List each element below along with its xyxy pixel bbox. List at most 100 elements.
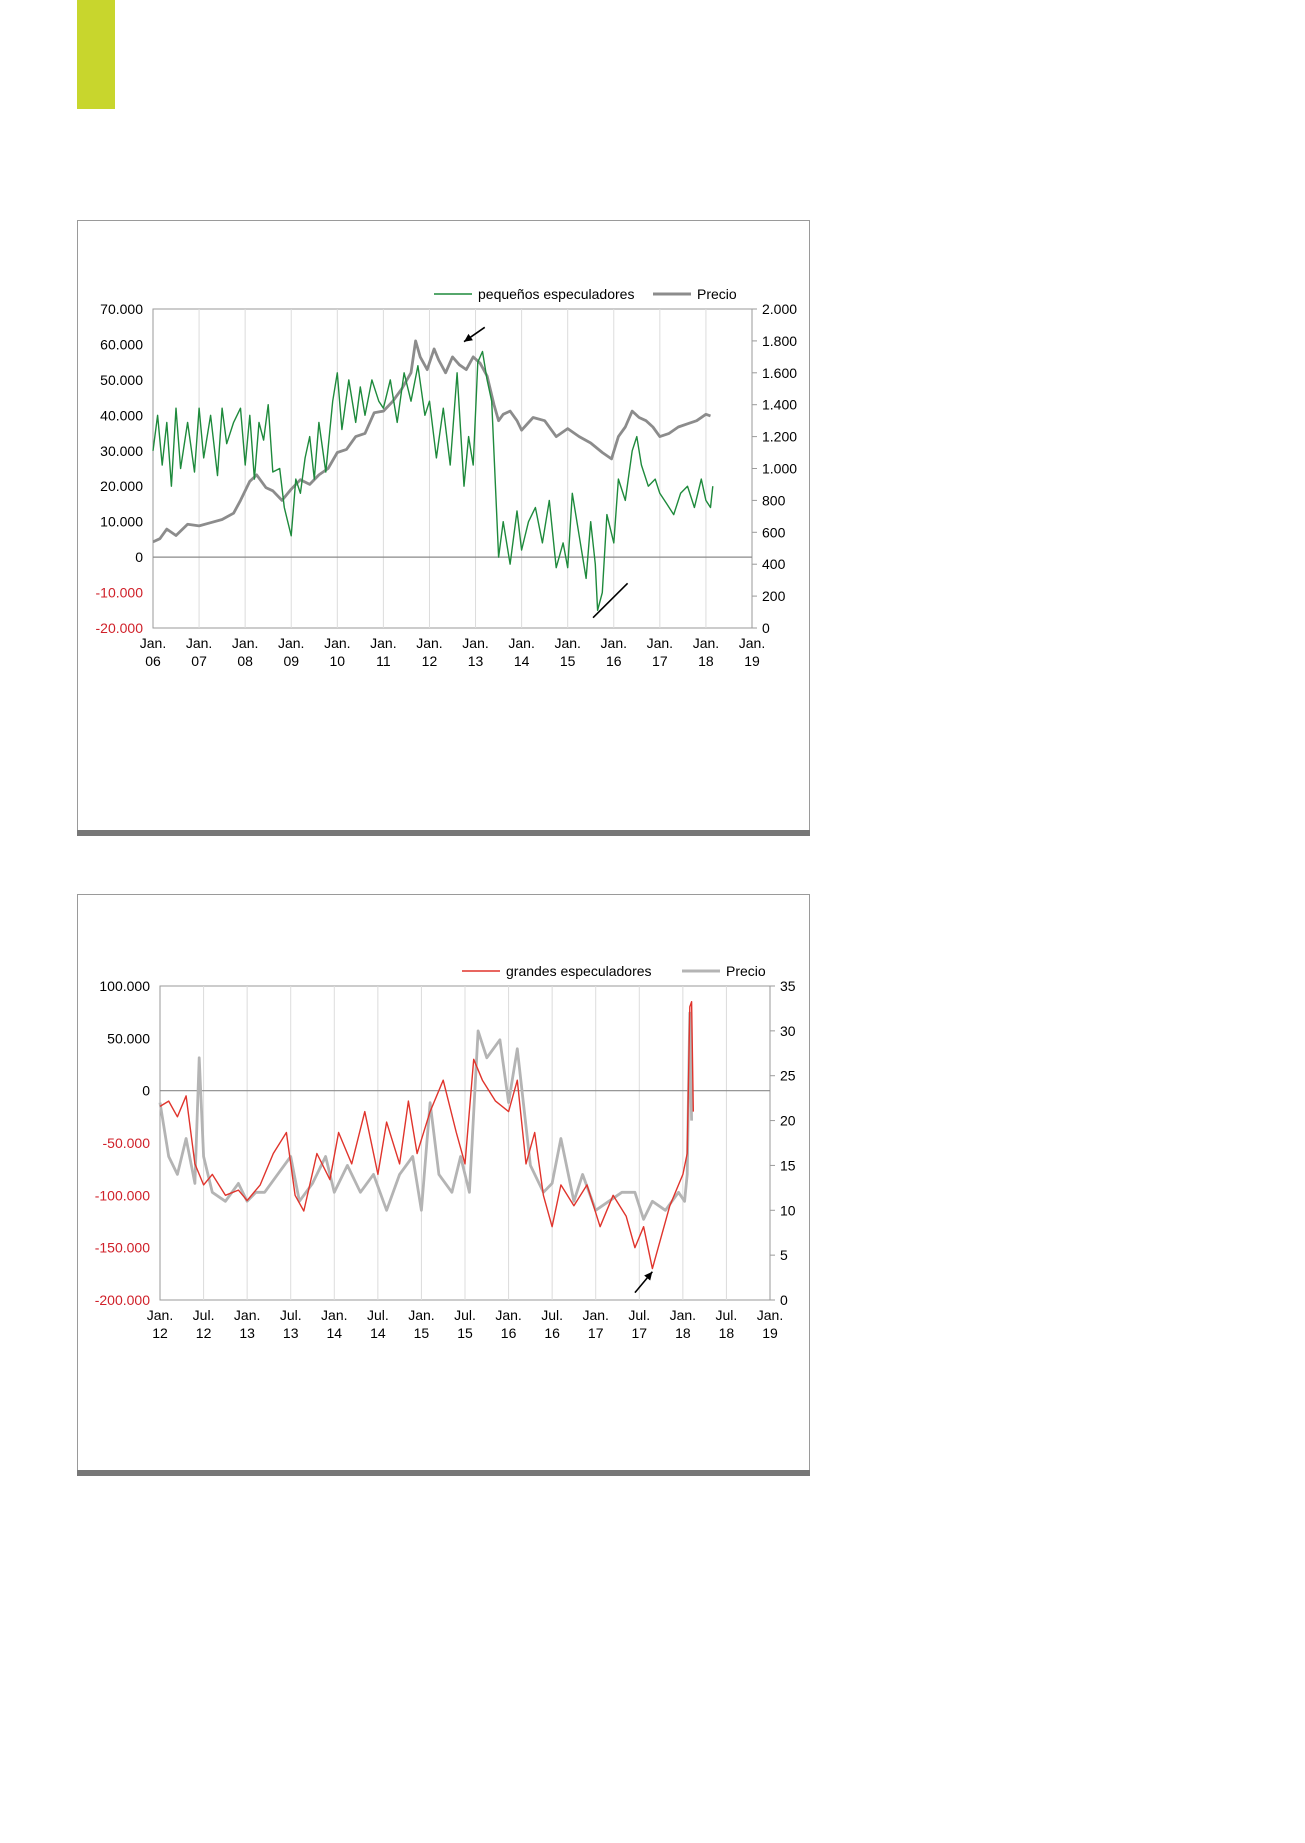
x-tick-sublabel: 09: [283, 653, 299, 669]
annotation-trendline: [592, 582, 629, 619]
y-right-tick-label: 25: [780, 1068, 796, 1084]
panel-bottom-rule: [77, 1470, 810, 1476]
x-tick-label: Jan.: [462, 635, 488, 651]
x-tick-label: Jan.: [278, 635, 304, 651]
x-tick-sublabel: 14: [326, 1325, 342, 1341]
y-right-tick-label: 15: [780, 1157, 796, 1173]
y-left-tick-label: 0: [142, 1083, 150, 1099]
x-tick-sublabel: 08: [237, 653, 253, 669]
x-tick-label: Jan.: [739, 635, 765, 651]
x-tick-sublabel: 16: [544, 1325, 560, 1341]
x-tick-sublabel: 13: [468, 653, 484, 669]
x-tick-label: Jan.: [370, 635, 396, 651]
series-line-primary: [152, 350, 714, 611]
x-tick-label: Jan.: [582, 1307, 608, 1323]
annotation-arrowhead: [464, 333, 473, 342]
y-right-tick-label: 0: [762, 620, 770, 636]
legend-label: Precio: [697, 286, 737, 302]
y-right-tick-label: 2.000: [762, 301, 797, 317]
x-tick-sublabel: 19: [744, 653, 760, 669]
x-tick-sublabel: 13: [239, 1325, 255, 1341]
legend-label: Precio: [726, 963, 766, 979]
x-tick-sublabel: 12: [152, 1325, 168, 1341]
x-tick-label: Jan.: [601, 635, 627, 651]
chart-panel-small-speculators: Jan. 06 Jan. 07 Jan. 08 Jan. 09 Jan. 10 Jan. 11 Jan.…: [77, 220, 810, 836]
y-right-tick-label: 0: [780, 1292, 788, 1308]
x-tick-sublabel: 17: [588, 1325, 604, 1341]
x-tick-sublabel: 12: [196, 1325, 212, 1341]
x-tick-label: Jan.: [554, 635, 580, 651]
x-tick-label: Jan.: [416, 635, 442, 651]
x-tick-label: Jan.: [147, 1307, 173, 1323]
chart-small-speculators: Jan. 06 Jan. 07 Jan. 08 Jan. 09 Jan. 10 Jan. 11 Jan.…: [96, 286, 798, 669]
panel-bottom-rule: [77, 830, 810, 836]
x-tick-label: Jan.: [495, 1307, 521, 1323]
x-tick-sublabel: 18: [698, 653, 714, 669]
y-right-tick-label: 600: [762, 524, 786, 540]
y-left-tick-label: 10.000: [100, 514, 143, 530]
x-tick-label: Jul.: [628, 1307, 650, 1323]
y-left-tick-label: 30.000: [100, 443, 143, 459]
x-tick-sublabel: 17: [652, 653, 668, 669]
x-tick-label: Jul.: [367, 1307, 389, 1323]
accent-bar: [77, 0, 115, 109]
x-tick-sublabel: 15: [560, 653, 576, 669]
x-tick-label: Jan.: [186, 635, 212, 651]
chart-panel-large-speculators: Jan. 12 Jul. 12 Jan. 13 Jul. 13 Jan. 14 Jul. 14 Jan.…: [77, 894, 810, 1476]
x-tick-sublabel: 18: [675, 1325, 691, 1341]
y-right-tick-label: 20: [780, 1113, 796, 1129]
y-right-tick-label: 35: [780, 978, 796, 994]
x-tick-label: Jul.: [541, 1307, 563, 1323]
y-right-tick-label: 400: [762, 556, 786, 572]
x-tick-label: Jan.: [324, 635, 350, 651]
x-tick-label: Jan.: [508, 635, 534, 651]
x-tick-label: Jan.: [321, 1307, 347, 1323]
annotation-arrowhead: [644, 1271, 653, 1281]
x-tick-sublabel: 18: [719, 1325, 735, 1341]
y-left-tick-label: 20.000: [100, 478, 143, 494]
series-line-price: [158, 1011, 693, 1221]
y-right-tick-label: 1.000: [762, 461, 797, 477]
y-left-tick-label: -50.000: [103, 1135, 151, 1151]
x-tick-label: Jan.: [140, 635, 166, 651]
y-left-tick-label: -20.000: [96, 620, 144, 636]
x-tick-sublabel: 11: [376, 653, 391, 669]
y-left-tick-label: 40.000: [100, 407, 143, 423]
y-right-tick-label: 30: [780, 1023, 796, 1039]
x-tick-sublabel: 14: [370, 1325, 386, 1341]
y-right-tick-label: 800: [762, 492, 786, 508]
x-tick-sublabel: 15: [414, 1325, 430, 1341]
x-tick-sublabel: 06: [145, 653, 161, 669]
y-left-tick-label: -100.000: [95, 1187, 150, 1203]
x-tick-label: Jul.: [454, 1307, 476, 1323]
y-left-tick-label: 50.000: [100, 372, 143, 388]
y-left-tick-label: 50.000: [107, 1030, 150, 1046]
x-tick-sublabel: 13: [283, 1325, 299, 1341]
y-left-tick-label: -150.000: [95, 1240, 150, 1256]
y-left-tick-label: 100.000: [99, 978, 150, 994]
series-line-primary: [159, 1001, 694, 1270]
y-right-tick-label: 1.800: [762, 333, 797, 349]
y-right-tick-label: 10: [780, 1202, 796, 1218]
y-right-tick-label: 1.200: [762, 429, 797, 445]
x-tick-sublabel: 16: [606, 653, 622, 669]
x-tick-label: Jul.: [280, 1307, 302, 1323]
y-left-tick-label: 60.000: [100, 336, 143, 352]
x-tick-label: Jan.: [757, 1307, 783, 1323]
x-tick-label: Jan.: [670, 1307, 696, 1323]
y-left-tick-label: 70.000: [100, 301, 143, 317]
x-tick-label: Jan.: [232, 635, 258, 651]
x-tick-label: Jan.: [234, 1307, 260, 1323]
x-tick-label: Jul.: [193, 1307, 215, 1323]
y-left-tick-label: -200.000: [95, 1292, 150, 1308]
series-line-price: [152, 339, 711, 544]
y-right-tick-label: 5: [780, 1247, 788, 1263]
y-left-tick-label: 0: [135, 549, 143, 565]
x-tick-label: Jan.: [693, 635, 719, 651]
x-tick-sublabel: 15: [457, 1325, 473, 1341]
y-right-tick-label: 200: [762, 588, 786, 604]
chart-large-speculators: Jan. 12 Jul. 12 Jan. 13 Jul. 13 Jan. 14 Jul. 14 Jan.…: [95, 963, 796, 1341]
y-left-tick-label: -10.000: [96, 585, 144, 601]
x-tick-sublabel: 19: [762, 1325, 778, 1341]
legend-label: grandes especuladores: [506, 963, 652, 979]
